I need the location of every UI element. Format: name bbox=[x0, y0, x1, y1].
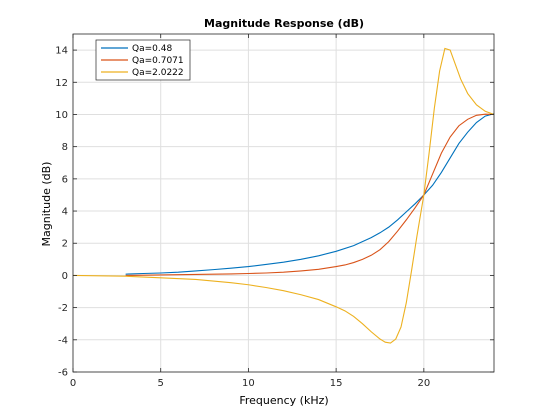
x-tick-label: 15 bbox=[330, 378, 343, 389]
series-line-1 bbox=[125, 113, 494, 275]
y-tick-label: 12 bbox=[55, 78, 68, 89]
axes-box bbox=[72, 33, 495, 373]
y-tick-label: 6 bbox=[62, 174, 68, 185]
axes-background bbox=[73, 34, 494, 372]
x-tick-label: 10 bbox=[242, 378, 255, 389]
y-tick-label: 10 bbox=[55, 110, 68, 121]
legend-label-2: Qa=0.7071 bbox=[132, 56, 184, 66]
y-tick-label: 0 bbox=[62, 271, 68, 282]
x-axis-label: Frequency (kHz) bbox=[239, 394, 328, 407]
series-line-3 bbox=[73, 47, 494, 344]
legend: Qa=0.48 Qa=0.7071 Qa=2.0222 bbox=[95, 39, 191, 81]
x-tick-label: 20 bbox=[417, 378, 430, 389]
y-tick-label: -2 bbox=[58, 303, 68, 314]
x-tick-label: 0 bbox=[70, 378, 76, 389]
y-tick-label: 8 bbox=[62, 142, 68, 153]
legend-label-1: Qa=0.48 bbox=[132, 44, 172, 54]
y-tick-label: -6 bbox=[58, 368, 68, 379]
chart-title: Magnitude Response (dB) bbox=[204, 17, 364, 30]
y-tick-label: 14 bbox=[55, 46, 68, 57]
y-tick-label: 4 bbox=[62, 207, 68, 218]
y-tick-label: -4 bbox=[58, 335, 68, 346]
x-tick-label: 5 bbox=[158, 378, 164, 389]
y-tick-label: 2 bbox=[62, 239, 68, 250]
plot-area: 0 5 10 15 20 -6 -4 -2 0 2 4 6 8 10 12 14 bbox=[55, 33, 495, 389]
legend-label-3: Qa=2.0222 bbox=[132, 68, 184, 78]
series-line-2 bbox=[125, 113, 494, 276]
y-axis-label: Magnitude (dB) bbox=[40, 162, 53, 247]
